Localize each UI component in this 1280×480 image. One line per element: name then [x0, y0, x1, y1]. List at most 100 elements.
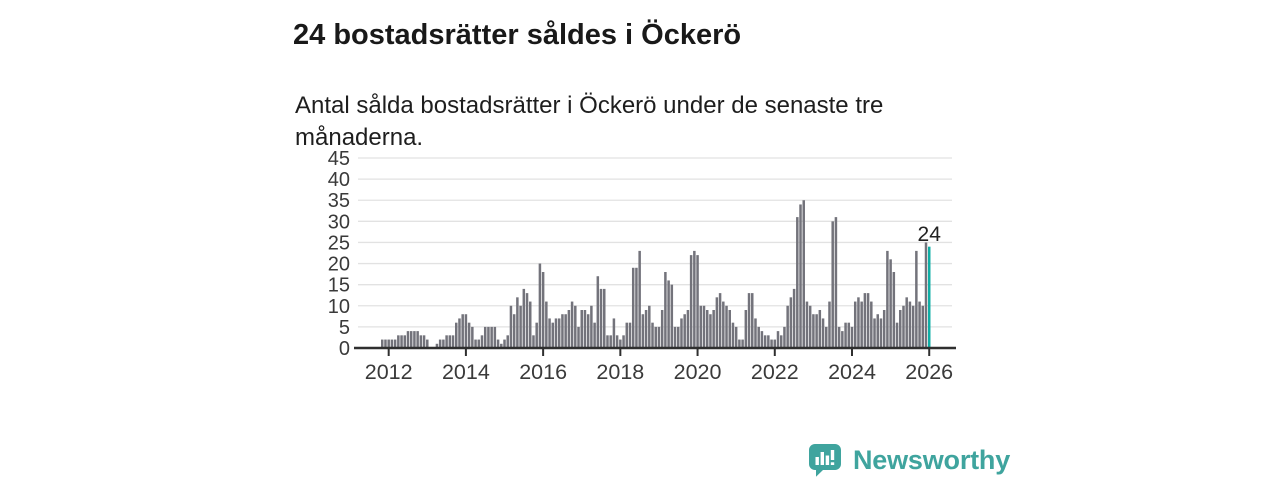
gridlines: [358, 157, 952, 328]
bar: [599, 288, 603, 348]
bar: [641, 314, 645, 348]
bar: [915, 250, 918, 348]
bar: [590, 305, 593, 348]
bar: [718, 293, 722, 348]
bar: [693, 250, 696, 348]
x-axis-tick-labels: 2012 2014 2016 2018 2020 2022 2024 2026: [365, 360, 953, 384]
bar: [509, 305, 513, 348]
bar: [837, 326, 841, 348]
bar: [689, 255, 693, 348]
bar: [551, 322, 555, 348]
bar: [699, 305, 703, 348]
bar: [564, 314, 567, 348]
bar: [705, 310, 709, 348]
bar: [834, 217, 838, 348]
bar: [615, 335, 619, 348]
bar: [818, 310, 822, 348]
bar: [609, 335, 612, 348]
bar: [644, 310, 648, 348]
bar: [725, 305, 728, 348]
bar: [638, 250, 641, 348]
brand-footer: Newsworthy: [806, 441, 1010, 479]
bar: [448, 335, 452, 348]
y-tick-label: 40: [328, 169, 350, 191]
highlighted-bar: [927, 246, 931, 348]
bar: [895, 322, 899, 348]
x-tick-label: 2024: [828, 360, 876, 384]
bar: [728, 310, 731, 348]
bar: [892, 272, 896, 348]
bar: [458, 318, 461, 348]
bar: [821, 318, 825, 348]
x-tick-label: 2012: [365, 360, 413, 384]
bar: [680, 318, 683, 348]
bar: [741, 339, 744, 348]
bar: [538, 263, 542, 348]
bar: [532, 335, 535, 348]
bar: [516, 297, 519, 348]
logo-mini-bars: [815, 450, 835, 465]
bar: [683, 314, 686, 348]
bar: [882, 310, 886, 348]
bar: [686, 310, 690, 348]
y-tick-label: 45: [328, 148, 350, 170]
bar: [808, 305, 812, 348]
bar: [416, 331, 419, 348]
bar: [442, 339, 445, 348]
bar: [757, 326, 760, 348]
bar: [754, 318, 757, 348]
bar: [413, 331, 416, 348]
bar: [393, 339, 397, 348]
brand-name: Newsworthy: [853, 444, 1011, 475]
bar: [657, 326, 661, 348]
bar: [828, 301, 831, 348]
bar: [670, 284, 674, 348]
bar: [397, 335, 400, 348]
bar: [586, 314, 590, 348]
bar: [480, 335, 484, 348]
bar: [664, 272, 667, 348]
bar: [734, 326, 738, 348]
bar: [548, 318, 551, 348]
bar: [570, 301, 574, 348]
bar: [567, 310, 571, 348]
bar: [496, 339, 500, 348]
bar: [760, 331, 764, 348]
bar: [850, 326, 854, 348]
bar: [461, 314, 464, 348]
bar: [406, 331, 410, 348]
y-tick-label: 35: [328, 190, 350, 212]
bar-series: [381, 200, 931, 348]
bar: [554, 318, 558, 348]
y-tick-label: 15: [328, 275, 350, 297]
bar: [879, 318, 883, 348]
bar: [603, 288, 606, 348]
bar: [902, 305, 905, 348]
x-tick-label: 2020: [674, 360, 722, 384]
bar: [535, 322, 538, 348]
bar: [773, 339, 777, 348]
bar: [751, 293, 754, 348]
bar: [744, 310, 748, 348]
bar: [863, 293, 867, 348]
bar: [435, 343, 439, 348]
bar: [770, 339, 773, 348]
bar: [866, 293, 870, 348]
bar: [799, 204, 802, 348]
y-tick-label: 30: [328, 211, 350, 233]
bar: [738, 339, 741, 348]
bar: [802, 200, 805, 348]
bar: [390, 339, 394, 348]
bar: [574, 305, 577, 348]
bar: [580, 310, 583, 348]
page-subtitle: Antal sålda bostadsrätter i Öckerö under…: [295, 92, 884, 151]
bar: [899, 310, 902, 348]
bar: [654, 326, 657, 348]
bar: [857, 297, 860, 348]
bar: [474, 339, 477, 348]
bar: [455, 322, 458, 348]
bar: [387, 339, 390, 348]
bar: [873, 318, 876, 348]
bar: [529, 301, 532, 348]
